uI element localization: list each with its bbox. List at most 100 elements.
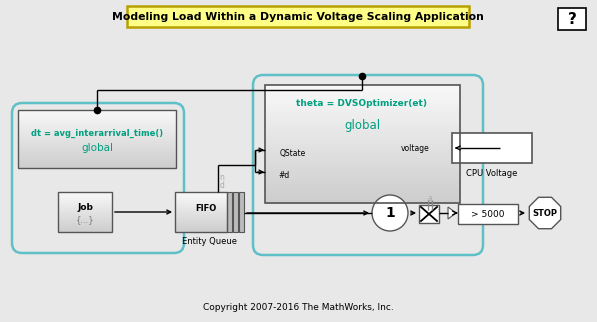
Bar	[239, 192, 244, 232]
Bar	[18, 149, 176, 151]
Bar	[265, 165, 460, 168]
Bar	[265, 111, 460, 114]
Bar	[175, 224, 227, 225]
Bar	[452, 133, 532, 163]
Bar	[265, 118, 460, 121]
Bar	[58, 206, 112, 208]
Bar	[58, 213, 112, 215]
Bar	[175, 199, 227, 201]
Bar	[58, 201, 112, 202]
Bar	[265, 196, 460, 199]
Bar	[265, 85, 460, 88]
Text: theta = DVSOptimizer(et): theta = DVSOptimizer(et)	[297, 99, 427, 108]
Bar	[175, 210, 227, 211]
Bar	[58, 208, 112, 209]
Bar	[58, 223, 112, 224]
Text: {...}: {...}	[76, 215, 94, 224]
Bar	[18, 157, 176, 159]
Bar	[18, 130, 176, 131]
Bar	[18, 119, 176, 121]
Bar	[265, 158, 460, 161]
Bar	[175, 200, 227, 201]
Bar	[18, 115, 176, 116]
Bar	[175, 225, 227, 226]
Bar	[18, 141, 176, 143]
Bar	[58, 203, 112, 204]
Bar	[265, 113, 460, 116]
Bar	[18, 155, 176, 157]
Bar	[265, 175, 460, 177]
Bar	[58, 196, 112, 197]
Bar	[265, 149, 460, 152]
Bar	[175, 194, 227, 196]
Bar	[18, 110, 176, 168]
Bar	[175, 227, 227, 229]
Bar	[175, 213, 227, 214]
Bar	[58, 231, 112, 232]
Bar	[175, 219, 227, 221]
Bar	[265, 184, 460, 187]
Bar	[58, 220, 112, 221]
Bar	[175, 208, 227, 209]
Text: #d: #d	[278, 171, 290, 179]
Bar	[18, 147, 176, 149]
Bar	[265, 104, 460, 107]
Bar	[175, 221, 227, 222]
Bar	[58, 221, 112, 222]
Bar	[58, 210, 112, 211]
Bar	[18, 162, 176, 164]
Text: QState: QState	[280, 148, 306, 157]
Bar	[265, 137, 460, 140]
Bar	[175, 194, 227, 195]
Bar	[265, 198, 460, 201]
Text: Copyright 2007-2016 The MathWorks, Inc.: Copyright 2007-2016 The MathWorks, Inc.	[202, 304, 393, 312]
Bar	[175, 228, 227, 229]
Bar	[265, 101, 460, 104]
Text: Modeling Load Within a Dynamic Voltage Scaling Application: Modeling Load Within a Dynamic Voltage S…	[112, 12, 484, 22]
Bar	[58, 204, 112, 205]
Bar	[18, 126, 176, 128]
Text: FIFO: FIFO	[195, 204, 216, 213]
Bar	[175, 195, 227, 196]
Bar	[18, 167, 176, 168]
Bar	[265, 139, 460, 142]
Bar	[175, 215, 227, 216]
Text: d: d	[220, 181, 224, 190]
Bar	[265, 182, 460, 185]
Bar	[18, 133, 176, 135]
Bar	[265, 167, 460, 170]
Bar	[265, 123, 460, 126]
Bar	[265, 130, 460, 133]
Text: STOP: STOP	[533, 209, 558, 217]
Bar	[175, 223, 227, 224]
Bar	[265, 97, 460, 100]
Bar	[175, 230, 227, 231]
Bar	[18, 146, 176, 147]
Bar	[265, 186, 460, 189]
Bar	[58, 226, 112, 228]
Bar	[265, 156, 460, 159]
Bar	[18, 125, 176, 127]
Polygon shape	[448, 207, 456, 219]
Bar	[18, 131, 176, 133]
Bar	[175, 213, 227, 215]
Bar	[175, 231, 227, 232]
Bar	[265, 147, 460, 149]
Bar	[58, 219, 112, 221]
Bar	[265, 125, 460, 128]
Bar	[58, 198, 112, 199]
Bar	[18, 113, 176, 115]
Bar	[458, 204, 518, 224]
Bar	[265, 172, 460, 175]
Bar	[265, 94, 460, 97]
Text: n: n	[220, 173, 224, 182]
Bar	[18, 137, 176, 138]
Bar	[265, 99, 460, 102]
Bar	[58, 198, 112, 200]
Bar	[18, 110, 176, 112]
Bar	[175, 212, 227, 213]
Bar	[18, 142, 176, 144]
Bar	[265, 170, 460, 173]
Bar	[18, 124, 176, 126]
Bar	[265, 194, 460, 196]
